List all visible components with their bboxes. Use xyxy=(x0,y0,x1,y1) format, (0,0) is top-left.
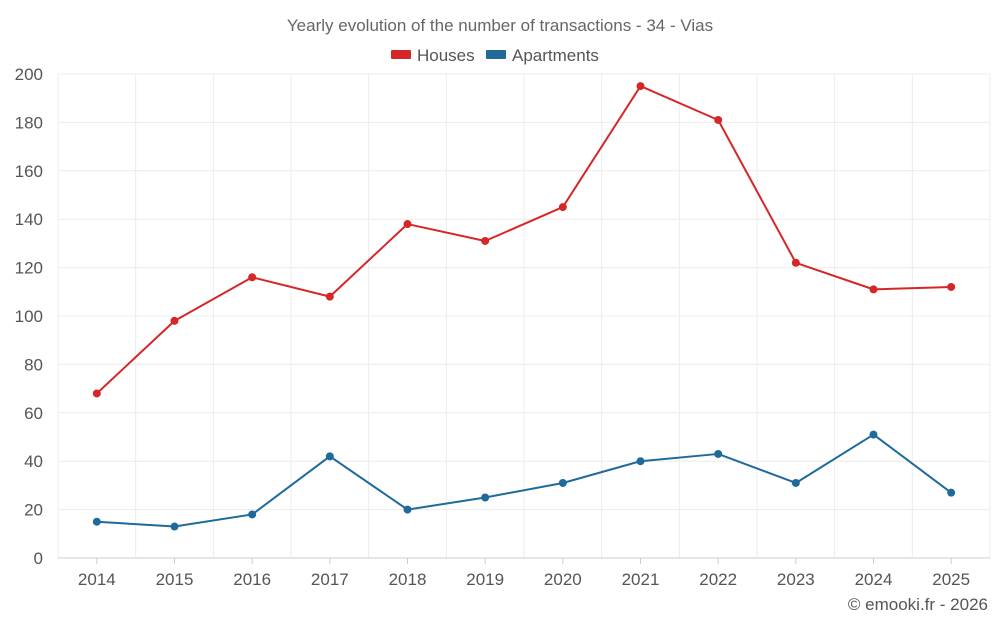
x-tick-label: 2016 xyxy=(233,570,271,589)
legend: Houses Apartments xyxy=(391,46,599,65)
y-tick-label: 60 xyxy=(24,404,43,423)
data-point-apartments[interactable] xyxy=(325,452,334,461)
chart-title: Yearly evolution of the number of transa… xyxy=(287,16,713,35)
data-point-houses[interactable] xyxy=(248,273,257,282)
data-point-apartments[interactable] xyxy=(558,478,567,487)
y-tick-label: 80 xyxy=(24,355,43,374)
data-point-houses[interactable] xyxy=(947,282,956,291)
x-tick-label: 2021 xyxy=(622,570,660,589)
y-tick-label: 160 xyxy=(15,162,43,181)
axes: 0 20 40 60 80 100 120 140 160 180 200 2014 2015 2016 2… xyxy=(15,65,990,589)
series-houses xyxy=(92,82,956,398)
data-point-houses[interactable] xyxy=(325,292,334,301)
x-tick-label: 2014 xyxy=(78,570,116,589)
y-tick-label: 40 xyxy=(24,452,43,471)
data-point-apartments[interactable] xyxy=(170,522,179,531)
data-point-apartments[interactable] xyxy=(248,510,257,519)
data-point-apartments[interactable] xyxy=(403,505,412,514)
credit-text: © emooki.fr - 2026 xyxy=(848,595,988,614)
data-point-apartments[interactable] xyxy=(869,430,878,439)
x-tick-label: 2019 xyxy=(466,570,504,589)
x-tick-label: 2017 xyxy=(311,570,349,589)
legend-label-houses[interactable]: Houses xyxy=(417,46,475,65)
y-tick-label: 0 xyxy=(34,549,43,568)
x-tick-label: 2018 xyxy=(389,570,427,589)
x-tick-label: 2022 xyxy=(699,570,737,589)
series-layer xyxy=(92,82,956,531)
y-tick-label: 140 xyxy=(15,210,43,229)
y-tick-label: 180 xyxy=(15,113,43,132)
x-tick-label: 2024 xyxy=(855,570,893,589)
grid xyxy=(57,73,991,559)
y-tick-label: 100 xyxy=(15,307,43,326)
data-point-houses[interactable] xyxy=(403,220,412,229)
series-line-apartments xyxy=(96,433,952,528)
legend-swatch-apartments[interactable] xyxy=(486,50,506,59)
data-point-apartments[interactable] xyxy=(947,488,956,497)
x-tick-label: 2023 xyxy=(777,570,815,589)
legend-label-apartments[interactable]: Apartments xyxy=(512,46,599,65)
series-apartments xyxy=(92,430,956,531)
data-point-houses[interactable] xyxy=(636,82,645,91)
y-tick-label: 200 xyxy=(15,65,43,84)
x-tick-label: 2025 xyxy=(932,570,970,589)
data-point-apartments[interactable] xyxy=(636,457,645,466)
data-point-apartments[interactable] xyxy=(791,478,800,487)
legend-swatch-houses[interactable] xyxy=(391,50,411,59)
data-point-houses[interactable] xyxy=(170,316,179,325)
data-point-apartments[interactable] xyxy=(92,517,101,526)
data-point-houses[interactable] xyxy=(869,285,878,294)
y-tick-label: 120 xyxy=(15,259,43,278)
data-point-houses[interactable] xyxy=(92,389,101,398)
series-line-houses xyxy=(96,85,952,395)
data-point-houses[interactable] xyxy=(714,115,723,124)
data-point-apartments[interactable] xyxy=(714,449,723,458)
x-tick-label: 2015 xyxy=(156,570,194,589)
y-tick-label: 20 xyxy=(24,501,43,520)
data-point-houses[interactable] xyxy=(558,203,567,212)
x-tick-label: 2020 xyxy=(544,570,582,589)
data-point-apartments[interactable] xyxy=(481,493,490,502)
data-point-houses[interactable] xyxy=(481,236,490,245)
data-point-houses[interactable] xyxy=(791,258,800,267)
